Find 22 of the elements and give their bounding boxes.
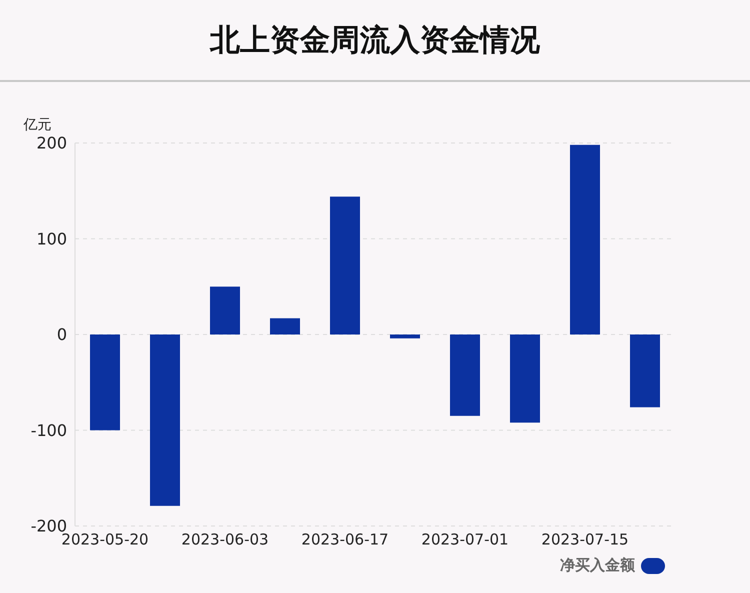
bar bbox=[570, 144, 600, 334]
y-tick-label: -100 bbox=[30, 420, 67, 440]
bar bbox=[150, 334, 180, 506]
x-tick-label: 2023-07-01 bbox=[421, 530, 509, 549]
legend-label: 净买入金额 bbox=[560, 556, 635, 575]
bar bbox=[90, 334, 120, 430]
bar bbox=[390, 334, 420, 338]
y-tick-label: 200 bbox=[36, 134, 67, 153]
bar bbox=[510, 334, 540, 423]
x-tick-label: 2023-05-20 bbox=[61, 530, 149, 549]
y-axis-title: 亿元 bbox=[22, 117, 52, 133]
x-tick-label: 2023-06-03 bbox=[181, 530, 269, 549]
bar bbox=[210, 286, 240, 334]
chart-title: 北上资金周流入资金情况 bbox=[0, 0, 750, 82]
y-tick-label: 0 bbox=[56, 325, 67, 344]
bar bbox=[450, 334, 480, 416]
x-tick-label: 2023-07-15 bbox=[541, 530, 629, 549]
x-tick-label: 2023-06-17 bbox=[301, 530, 389, 549]
y-tick-label: 100 bbox=[36, 229, 67, 248]
bar bbox=[330, 196, 360, 334]
bar bbox=[270, 318, 300, 334]
bar bbox=[630, 334, 660, 408]
